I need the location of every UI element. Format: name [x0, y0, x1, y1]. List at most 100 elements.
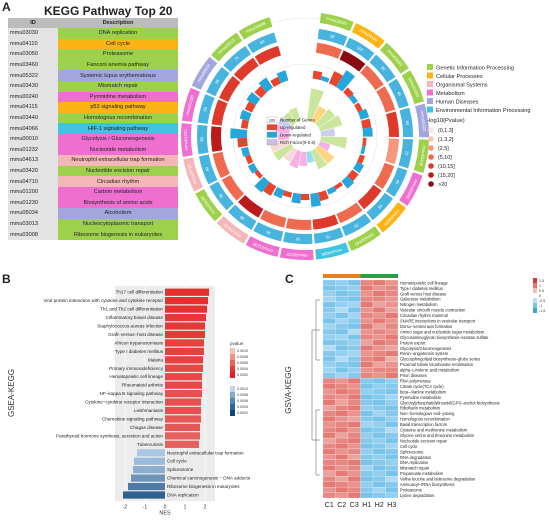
down-regulated-bar: [360, 145, 366, 155]
heatmap-cell: [335, 394, 349, 400]
heatmap-cell: [322, 345, 336, 351]
pvalue-legend-value: 0.0008: [237, 393, 248, 397]
heatmap-cell: [335, 421, 349, 428]
heatmap-row-label: Proximal tubule bicarbonate reclamation: [400, 362, 474, 367]
down-regulated-bar: [258, 77, 274, 93]
category-band-segment: [211, 32, 243, 62]
heatmap-cell: [322, 361, 336, 368]
heatmap-cell: [372, 339, 386, 346]
heatmap-cell: [385, 367, 399, 373]
rich-factor-bar: [320, 128, 335, 137]
nes-bar: [165, 373, 202, 381]
kegg-description-cell: Nucleotide metabolism: [58, 144, 178, 156]
heatmap-cell: [347, 383, 361, 390]
heatmap-cell: [385, 405, 399, 411]
pvalue-legend-label: (0,1.3]: [438, 128, 454, 134]
heatmap-cell: [347, 377, 361, 384]
gene-count-label: 45: [394, 179, 401, 186]
heatmap-cell: [360, 367, 374, 373]
heatmap-cell: [322, 432, 336, 439]
heatmap-cell: [335, 437, 349, 444]
heatmap-cell: [335, 492, 349, 499]
heatmap-cell: [372, 334, 386, 341]
pvalue-legend-red-block: [230, 360, 235, 366]
rich-factor-bar: [298, 151, 308, 166]
heatmap-row-label: beta−Alanine metabolism: [400, 389, 447, 394]
inner-legend-label: Number of Genes: [280, 118, 315, 123]
heatmap-cell: [360, 410, 374, 417]
pathway-label: Spliceosome: [167, 467, 194, 472]
gene-count-label: 55: [376, 204, 383, 211]
gene-number-band: [228, 204, 257, 230]
pvalue-segment: [315, 42, 342, 59]
heatmap-cell: [385, 487, 399, 493]
circos-legend: Genetic Information Processing Cellular P…: [427, 64, 531, 188]
x-axis-label: NES: [159, 510, 171, 516]
pathway-id-label: mmu01200: [183, 129, 189, 151]
gene-number-band: [399, 107, 413, 138]
heatmap-cell: [322, 328, 336, 335]
pathway-label: Chagas disease: [130, 425, 163, 430]
pvalue-legend-dot: [428, 181, 434, 187]
kegg-description-cell: Nucleotide excision repair: [58, 165, 178, 177]
heatmap-cell: [372, 470, 386, 477]
up-regulated-bar: [343, 87, 354, 98]
pvalue-legend-title: -log10(Pvalue): [427, 118, 465, 124]
heatmap-cell: [347, 492, 361, 499]
kegg-table-header: ID Description: [8, 18, 178, 28]
kegg-table-row: mmu03030 DNA replication: [8, 28, 178, 39]
down-regulated-bar: [247, 162, 258, 174]
category-band-segment: [183, 157, 204, 192]
nes-bar: [128, 482, 165, 491]
heatmap-cell: [360, 279, 374, 286]
heatmap-cell: [347, 356, 361, 362]
pvalue-legend-red-block: [230, 354, 235, 360]
heatmap-cell: [360, 487, 374, 493]
up-regulated-bar: [254, 169, 263, 179]
heatmap-row-label: Dorso−ventral axis formation: [400, 324, 453, 329]
gene-number-band: [398, 138, 413, 169]
down-regulated-bar: [326, 186, 337, 195]
heatmap-cell: [347, 350, 361, 357]
gene-count-label: 55: [202, 106, 208, 112]
category-legend-swatch: [427, 72, 433, 79]
pathway-label: Chemical carcinogenesis − DNA adducts: [167, 476, 251, 481]
heatmap-cell: [385, 361, 399, 368]
kegg-table-row: mmu03008 Ribosome biogenesis in eukaryote…: [8, 229, 178, 240]
heatmap-cell: [360, 377, 374, 384]
heatmap-cell: [335, 383, 349, 390]
heatmap-cell: [385, 339, 399, 346]
rich-factor-bar: [278, 133, 290, 141]
gene-count-label: 60: [259, 38, 266, 45]
nes-bar: [165, 297, 208, 305]
heatmap-cell: [360, 470, 374, 477]
heatmap-cell: [385, 448, 399, 455]
heatmap-cell: [335, 487, 349, 493]
pvalue-legend-value: 0.0006: [237, 399, 248, 403]
heatmap-cell: [360, 318, 374, 324]
heatmap-cell: [322, 372, 336, 379]
kegg-description-cell: Neutrophil extracellular trap formation: [58, 155, 178, 166]
heatmap-cell: [322, 383, 336, 390]
rich-factor-bar: [311, 105, 327, 124]
heatmap-cell: [347, 448, 361, 455]
kegg-id-cell: mmu04115: [8, 102, 58, 113]
kegg-table-row: mmu00010 Glycolysis / Gluconeogenesis: [8, 133, 178, 145]
nes-bar: [131, 474, 165, 482]
gene-number-band: [209, 181, 234, 211]
pvalue-segment: [357, 184, 382, 210]
heatmap-cell: [372, 367, 386, 373]
category-legend-label: Environmental Information Processing: [436, 108, 531, 114]
heatmap-cell: [347, 454, 361, 460]
kegg-description-cell: Cell cycle: [58, 38, 178, 50]
down-regulated-bar: [348, 94, 358, 105]
heatmap-cell: [322, 350, 336, 357]
inner-legend-swatch: [266, 131, 278, 138]
heatmap-cell: [347, 312, 361, 319]
heatmap-cell: [360, 356, 374, 362]
up-regulated-bar: [356, 154, 365, 165]
heatmap-cell: [347, 285, 361, 291]
heatmap-row-label: Propanoate metabolism: [400, 471, 444, 476]
heatmap-cell: [385, 372, 399, 379]
heatmap-cell: [360, 481, 374, 488]
